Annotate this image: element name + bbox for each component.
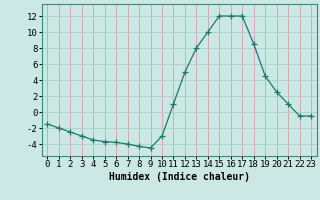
X-axis label: Humidex (Indice chaleur): Humidex (Indice chaleur) [109, 172, 250, 182]
